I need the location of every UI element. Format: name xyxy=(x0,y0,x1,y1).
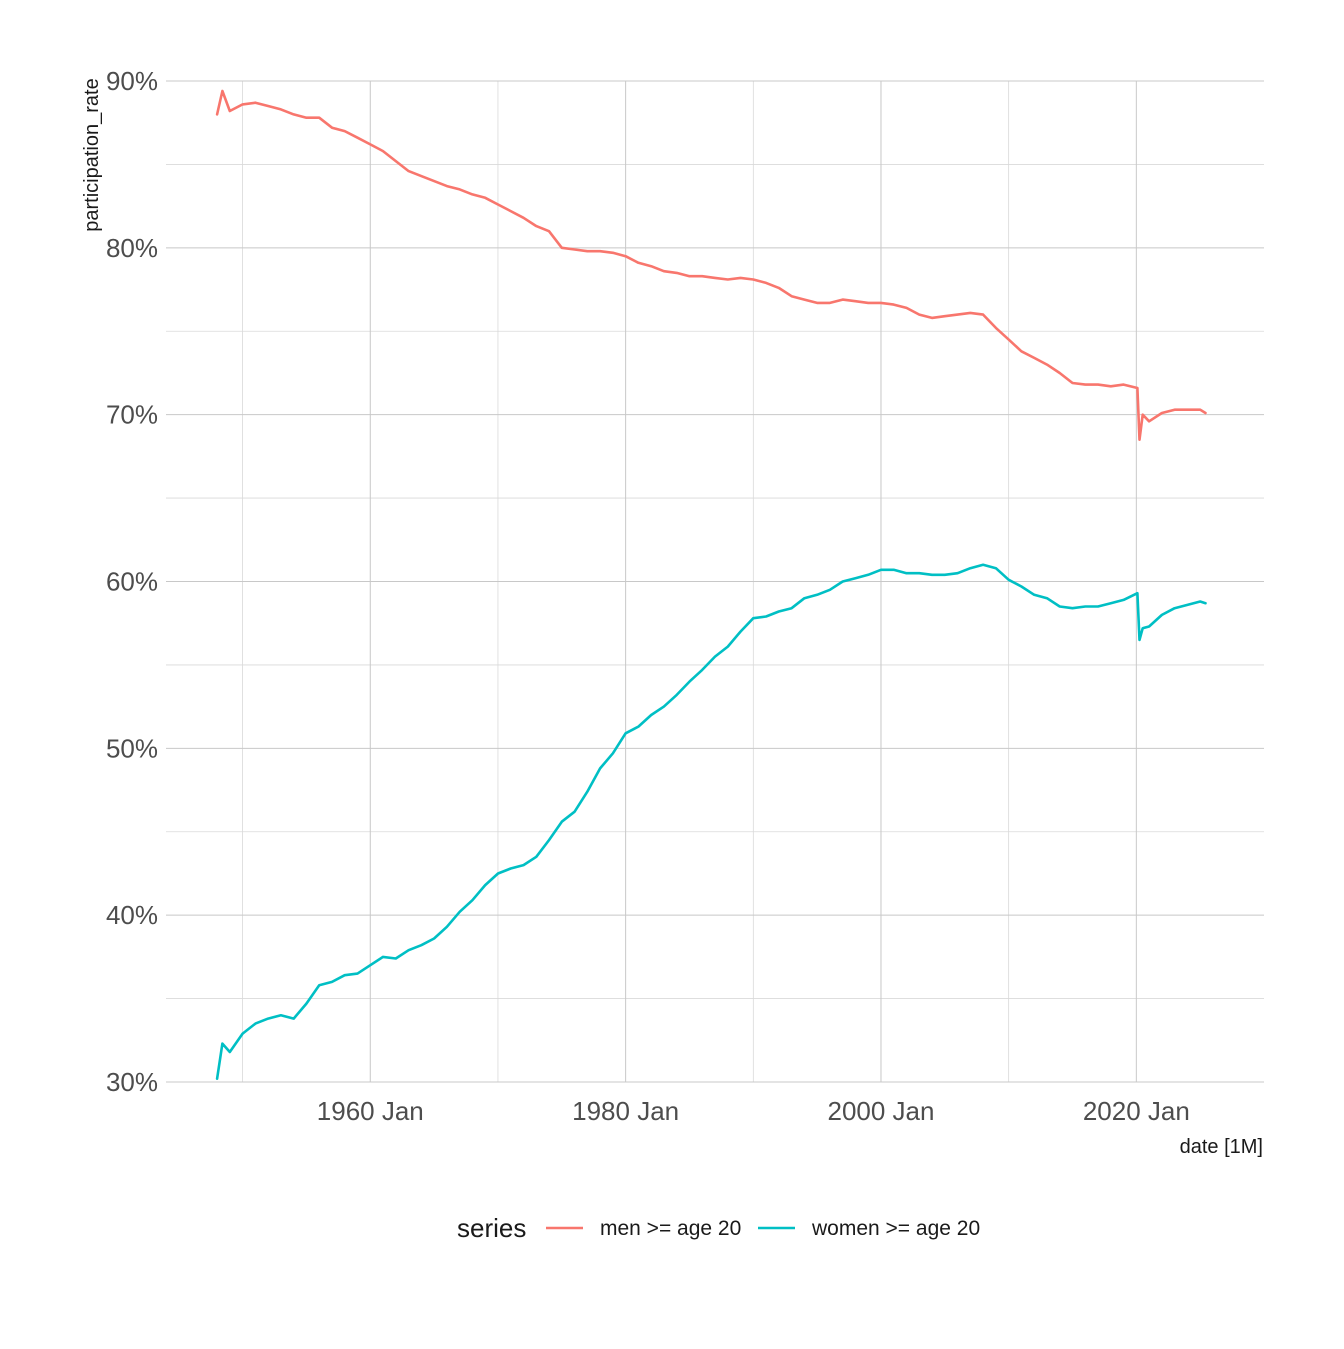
y-axis-title: participation_rate xyxy=(81,78,103,231)
x-tick-label: 2000 Jan xyxy=(827,1096,934,1126)
series-line-men xyxy=(215,89,1207,441)
x-tick-label: 1980 Jan xyxy=(572,1096,679,1126)
legend-title: series xyxy=(457,1213,526,1243)
y-tick-label: 80% xyxy=(106,233,158,263)
y-tick-label: 70% xyxy=(106,400,158,430)
grid-layer xyxy=(166,80,1264,1083)
series-layer xyxy=(215,89,1207,1080)
y-tick-label: 30% xyxy=(106,1067,158,1097)
series-line-women xyxy=(215,563,1207,1080)
x-axis-title: date [1M] xyxy=(1180,1136,1263,1158)
legend-label-women: women >= age 20 xyxy=(811,1217,980,1240)
x-tick-label: 1960 Jan xyxy=(317,1096,424,1126)
y-tick-label: 50% xyxy=(106,733,158,763)
y-tick-label: 60% xyxy=(106,567,158,597)
tick-labels: 30% 40% 50% 60% 70% 80% 90% 1960 Jan 1980 Jan 200… xyxy=(106,66,1190,1126)
y-tick-label: 90% xyxy=(106,66,158,96)
x-tick-label: 2020 Jan xyxy=(1083,1096,1190,1126)
legend: series men >= age 20 women >= age 20 xyxy=(457,1213,980,1243)
legend-label-men: men >= age 20 xyxy=(600,1217,741,1240)
y-tick-label: 40% xyxy=(106,900,158,930)
